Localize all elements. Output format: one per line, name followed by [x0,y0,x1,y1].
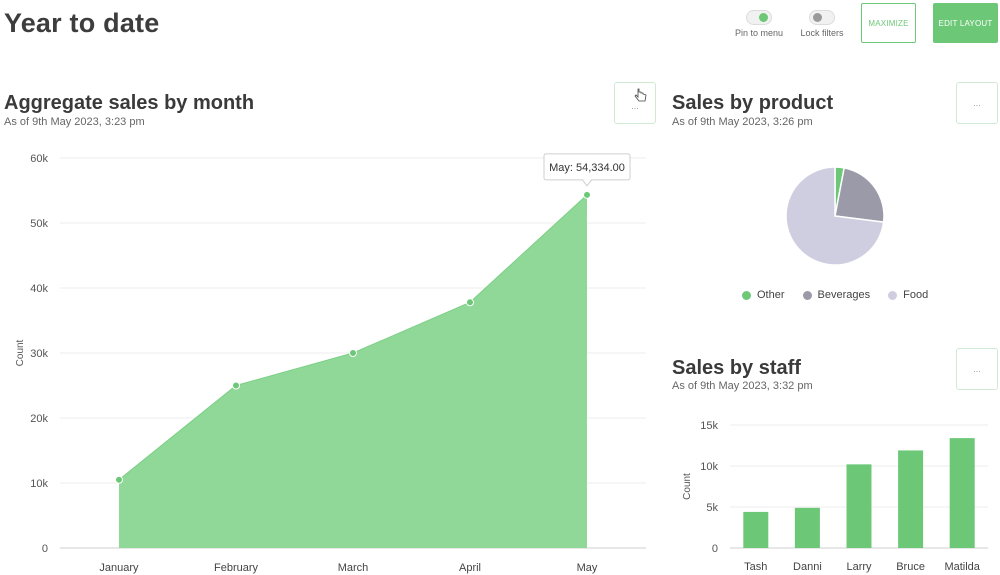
y-axis-label: Count [15,339,26,366]
tooltip: May: 54,334.00 [543,153,631,187]
lock-filters-toggle[interactable] [809,10,835,25]
bar [743,511,769,548]
data-point [232,381,240,390]
x-tick-label: January [99,562,139,574]
more-icon: ... [973,364,981,374]
sales-by-product-chart [785,166,885,266]
staff-card-subtitle: As of 9th May 2023, 3:32 pm [672,380,813,392]
bar [898,450,924,548]
x-tick-label: May [577,562,598,574]
staff-menu-button[interactable]: ... [956,348,998,390]
sales-by-staff-chart: 0 5k 10k 15k Count Tash Danni Larry Bruce Matilda [682,420,988,573]
tooltip-text: May: 54,334.00 [549,162,625,174]
legend-dot [888,290,898,300]
more-icon: ... [973,98,981,108]
x-tick-label: April [459,562,481,574]
x-tick-label: Danni [793,561,822,573]
pin-to-menu-label: Pin to menu [734,28,784,38]
y-tick-label: 10k [30,478,48,490]
legend-dot [802,290,812,300]
tooltip-arrow [581,179,593,187]
x-tick-label: February [214,562,259,574]
bar [794,507,820,548]
pie-slice-beverages [834,166,885,223]
product-card-subtitle: As of 9th May 2023, 3:26 pm [672,116,813,128]
page-title: Year to date [4,8,160,38]
lock-filters-label: Lock filters [800,28,844,38]
legend-dot [742,290,751,300]
pin-to-menu-toggle-group[interactable]: Pin to menu [724,10,794,38]
aggregate-card-title: Aggregate sales by month [4,92,255,114]
toggle-knob [813,13,822,22]
aggregate-sales-chart: 0 10k 20k 30k 40k 50k 60k Count January February M… [15,153,646,574]
legend-label: Food [903,289,929,301]
y-tick-label: 15k [700,420,718,432]
y-tick-label: 40k [30,283,48,295]
more-icon: ... [631,101,639,111]
aggregate-menu-button[interactable]: ... [614,82,656,124]
hand-cursor-icon [634,88,647,102]
y-tick-label: 30k [30,348,48,360]
data-point [115,475,123,484]
y-tick-label: 5k [706,502,718,514]
x-tick-label: Bruce [896,561,925,573]
product-menu-button[interactable]: ... [956,82,998,124]
legend-item-beverages[interactable]: Beverages [802,289,871,301]
legend-item-other[interactable]: Other [742,289,785,301]
area-fill [119,194,587,549]
legend-label: Beverages [817,289,871,301]
x-tick-label: Tash [744,561,767,573]
bar [846,464,872,548]
toggle-knob [759,13,768,22]
data-point [583,190,591,199]
y-tick-label: 0 [712,543,718,555]
y-tick-label: 0 [42,543,48,555]
data-point [466,298,474,307]
lock-filters-toggle-group[interactable]: Lock filters [787,10,857,38]
bar [949,438,975,548]
staff-card-title: Sales by staff [672,357,801,379]
y-tick-label: 20k [30,413,48,425]
pie-slice-food [785,166,885,266]
maximize-button[interactable]: MAXIMIZE [861,3,916,43]
edit-layout-button[interactable]: EDIT LAYOUT [933,3,998,43]
y-tick-label: 60k [30,153,48,165]
pin-to-menu-toggle[interactable] [746,10,772,25]
aggregate-card-subtitle: As of 9th May 2023, 3:23 pm [4,116,145,128]
product-card-title: Sales by product [672,92,834,114]
x-tick-label: March [338,562,369,574]
product-legend: Other Beverages Food [742,289,928,301]
x-tick-label: Matilda [944,561,980,573]
legend-label: Other [757,289,785,301]
legend-item-food[interactable]: Food [888,289,928,301]
x-tick-label: Larry [846,561,872,573]
y-axis-label: Count [682,473,693,500]
y-tick-label: 10k [700,461,718,473]
data-point [349,349,357,357]
y-tick-label: 50k [30,218,48,230]
